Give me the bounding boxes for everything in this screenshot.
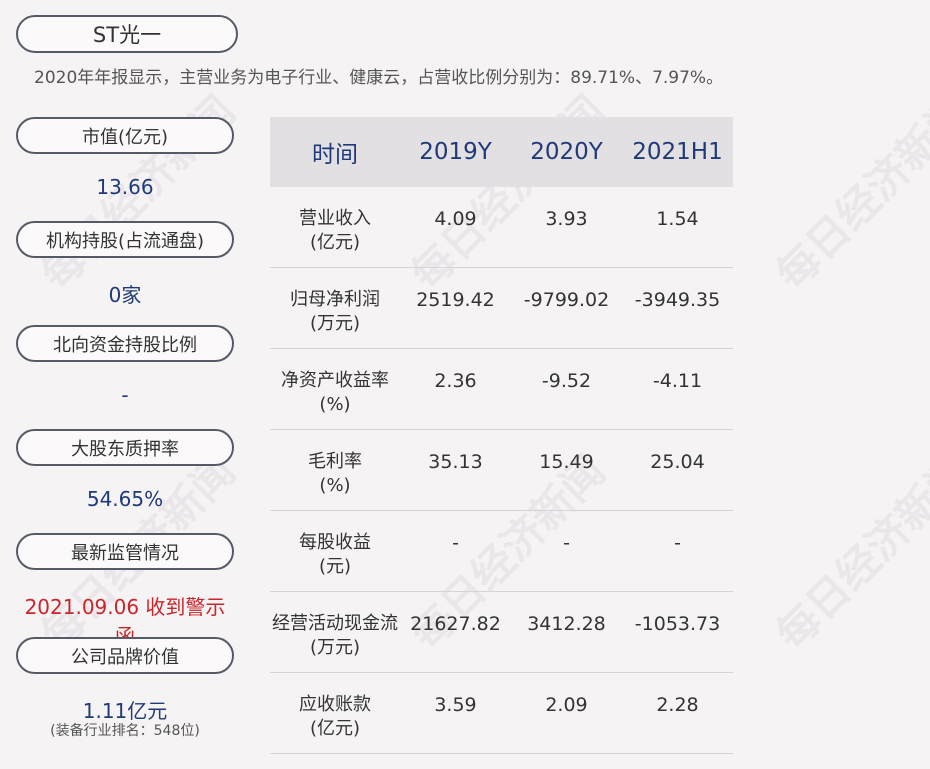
- cell-value: 4.09: [434, 208, 477, 230]
- northbound-holding-label: 北向资金持股比例: [16, 325, 234, 362]
- pledge-rate-value: 54.65%: [86, 487, 164, 511]
- table-header: 时间 2019Y 2020Y 2021H1: [270, 117, 733, 187]
- brand-value-value: 1.11亿元: [82, 699, 168, 723]
- brand-value-rank: (装备行业排名：548位): [50, 723, 200, 739]
- institutional-holding-value: 0家: [108, 283, 142, 307]
- stock-title: ST光一: [16, 15, 238, 53]
- financial-table: 时间 2019Y 2020Y 2021H1 营业收入 (亿元) 4.09 3.93…: [270, 117, 733, 754]
- cell-value: 3412.28: [527, 613, 606, 635]
- table-row: 净资产收益率 (%) 2.36 -9.52 -4.11: [270, 349, 733, 430]
- table-row: 应收账款 (亿元) 3.59 2.09 2.28: [270, 673, 733, 754]
- cell-value: -3949.35: [634, 289, 721, 311]
- cell-value: -: [563, 532, 570, 554]
- header-2021h1: 2021H1: [632, 139, 723, 165]
- cell-value: 35.13: [428, 451, 483, 473]
- table-row: 营业收入 (亿元) 4.09 3.93 1.54: [270, 187, 733, 268]
- cell-value: 15.49: [539, 451, 594, 473]
- cell-value: 3.93: [545, 208, 588, 230]
- table-row: 归母净利润 (万元) 2519.42 -9799.02 -3949.35: [270, 268, 733, 349]
- cell-value: -: [674, 532, 681, 554]
- pledge-rate-label: 大股东质押率: [16, 429, 234, 466]
- cell-value: 2.09: [545, 694, 588, 716]
- header-2019y: 2019Y: [419, 139, 492, 165]
- cell-value: -: [452, 532, 459, 554]
- row-label: 毛利率 (%): [308, 451, 362, 496]
- cell-value: 2.36: [434, 370, 477, 392]
- cell-value: 2.28: [656, 694, 699, 716]
- row-label: 应收账款 (亿元): [299, 694, 371, 739]
- header-time: 时间: [312, 142, 358, 168]
- row-label: 归母净利润 (万元): [290, 289, 380, 334]
- row-label: 每股收益 (元): [299, 532, 371, 577]
- cell-value: 2519.42: [416, 289, 495, 311]
- watermark: 每日经济新闻: [766, 86, 930, 300]
- institutional-holding-label: 机构持股(占流通盘): [16, 221, 234, 258]
- row-label: 营业收入 (亿元): [299, 208, 371, 253]
- cell-value: 1.54: [656, 208, 699, 230]
- table-row: 每股收益 (元) - - -: [270, 511, 733, 592]
- northbound-holding-value: -: [121, 383, 129, 407]
- regulation-value: 2021.09.06 收到警示函: [24, 595, 226, 648]
- market-cap-label: 市值(亿元): [16, 117, 234, 154]
- row-label: 经营活动现金流 (万元): [272, 613, 398, 658]
- cell-value: 21627.82: [410, 613, 501, 635]
- brand-value-label: 公司品牌价值: [16, 637, 234, 674]
- regulation-label: 最新监管情况: [16, 533, 234, 570]
- cell-value: 25.04: [650, 451, 705, 473]
- cell-value: 3.59: [434, 694, 477, 716]
- cell-value: -1053.73: [634, 613, 721, 635]
- watermark: 每日经济新闻: [766, 446, 930, 660]
- row-label: 净资产收益率 (%): [281, 370, 389, 415]
- cell-value: -4.11: [652, 370, 703, 392]
- table-row: 经营活动现金流 (万元) 21627.82 3412.28 -1053.73: [270, 592, 733, 673]
- header-2020y: 2020Y: [530, 139, 603, 165]
- cell-value: -9799.02: [523, 289, 610, 311]
- table-row: 毛利率 (%) 35.13 15.49 25.04: [270, 430, 733, 511]
- business-summary: 2020年年报显示，主营业务为电子行业、健康云，占营收比例分别为：89.71%、…: [34, 68, 724, 88]
- market-cap-value: 13.66: [96, 175, 154, 199]
- cell-value: -9.52: [541, 370, 592, 392]
